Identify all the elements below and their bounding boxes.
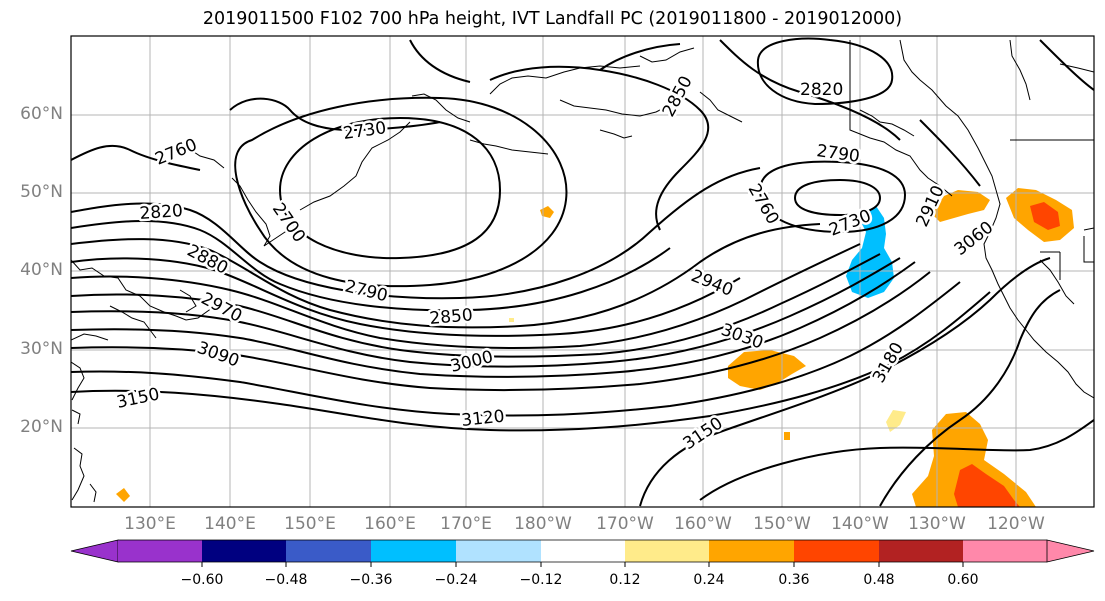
lat-label: 50°N [20,182,63,202]
colorbar-segment [963,540,1047,562]
shade-pos-light [886,410,906,432]
colorbar-arrow-right [1046,539,1095,563]
contour-label: 3150 [115,384,161,413]
contour-label: 2820 [139,201,184,224]
contour-label: 2790 [815,141,861,167]
lon-label: 130°E [124,514,176,534]
contour-label: 2790 [343,276,390,306]
lon-label: 160°E [364,514,416,534]
contour-ring [793,178,882,217]
colorbar-segment [879,540,963,562]
colorbar-tick-label: 0.48 [863,572,895,588]
colorbar-tick-label: −0.60 [180,572,224,588]
lon-label: 140°E [204,514,256,534]
colorbar-segment [371,540,456,562]
contour-label: 2850 [659,73,697,121]
colorbar-tick-label: 0.60 [947,572,979,588]
ivt-shading [116,188,1074,507]
colorbar-tick-label: 0.24 [693,572,725,588]
lat-label: 60°N [20,104,63,124]
colorbar-segment [286,540,371,562]
shade-neg-strong [846,206,894,298]
shade-pos-strong [1030,202,1060,230]
contour-ring [756,37,894,106]
contour-label: 2880 [184,241,232,279]
shade-pos-mid [728,350,806,390]
colorbar-tick-label: −0.36 [349,572,393,588]
contour-label: 3060 [951,218,997,260]
lon-label: 150°E [284,514,336,534]
contour-ring [278,116,502,260]
contour-ring [234,96,568,288]
shade-pos-mid [932,190,990,222]
shade-pos-mid [912,412,1036,507]
shade-pos-strong [954,464,1020,507]
contour-label: 3090 [194,338,241,372]
colorbar-tick-label: −0.12 [519,572,563,588]
lat-label: 30°N [20,339,63,359]
lon-label: 120°W [987,514,1045,534]
colorbar [70,539,1095,567]
colorbar-segment [541,540,625,562]
map-title: 2019011500 F102 700 hPa height, IVT Land… [202,9,903,29]
colorbar-segment [456,540,541,562]
shade-pos-mid [540,206,554,218]
colorbar-segment [118,540,202,562]
lat-label: 40°N [20,260,63,280]
lon-label: 140°W [831,514,889,534]
lon-label: 150°W [753,514,811,534]
lat-label: 20°N [20,417,63,437]
contour-ring [758,160,907,234]
lon-label: 160°W [674,514,732,534]
contour-label: 3000 [448,347,495,377]
plot-frame [70,35,1095,508]
contour-label: 3120 [460,407,505,431]
colorbar-tick-label: 0.12 [609,572,641,588]
height-contours [71,37,1094,507]
contour-label: 2850 [429,305,474,329]
coastlines [71,39,1094,503]
lon-label: 170°E [440,514,492,534]
colorbar-tick-label: −0.48 [264,572,308,588]
colorbar-segment [202,540,286,562]
lon-label: 170°W [596,514,654,534]
shade-pos-mid [784,432,790,440]
colorbar-segment [625,540,709,562]
contour-label: 2760 [744,181,783,228]
colorbar-segment [709,540,794,562]
colorbar-tick-label: −0.24 [434,572,478,588]
lon-label: 130°W [908,514,966,534]
colorbar-segment [794,540,879,562]
lon-label: 180°W [514,514,572,534]
shade-pos-mid [116,488,130,502]
colorbar-arrow-left [70,539,119,563]
contour-label: 2970 [198,289,246,327]
shade-pos-light [509,318,514,322]
contour-label: 2820 [800,80,843,100]
contour-label: 2730 [342,118,388,144]
contour-label: 3180 [869,339,908,386]
colorbar-tick-label: 0.36 [778,572,810,588]
